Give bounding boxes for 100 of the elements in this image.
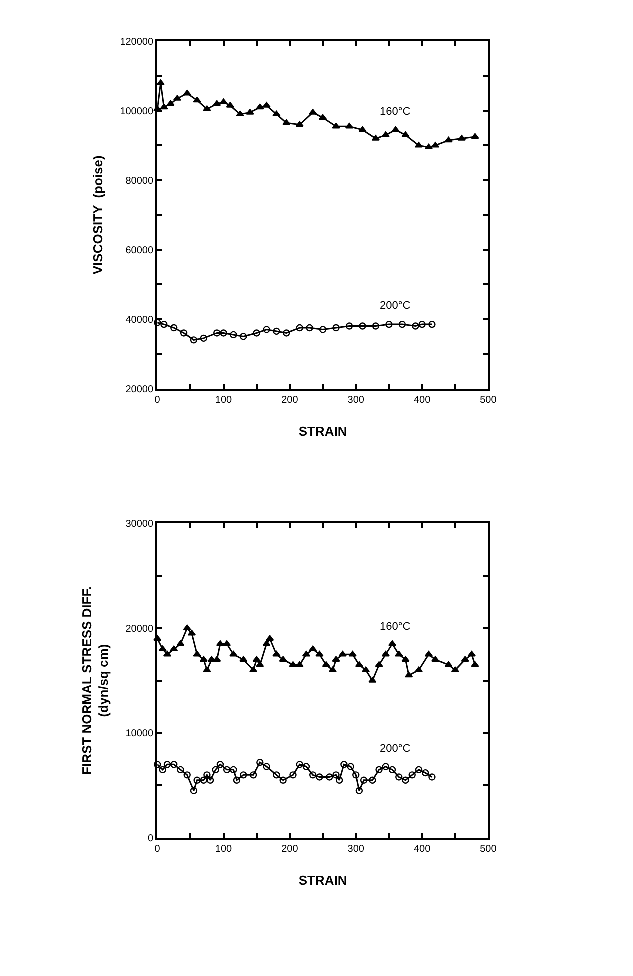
point (395, 651, 404, 657)
point (193, 651, 202, 657)
point (424, 144, 433, 150)
point (468, 651, 476, 657)
point (220, 330, 228, 337)
point (262, 102, 271, 108)
point (176, 640, 185, 646)
point (444, 136, 453, 143)
point (160, 104, 168, 110)
point (190, 787, 198, 794)
point (392, 126, 400, 132)
point (226, 102, 234, 108)
y-axis-title: VISCOSITY (poise) (90, 156, 106, 275)
point (376, 766, 383, 774)
point (154, 761, 162, 768)
point (166, 100, 175, 106)
x-tick-label: 400 (414, 844, 432, 856)
point (170, 324, 178, 332)
x-tick-label: 300 (348, 844, 365, 856)
point (368, 677, 377, 683)
x-tick-label: 200 (282, 844, 299, 856)
point (252, 656, 261, 662)
point (256, 104, 264, 110)
point (230, 331, 238, 339)
series-label: 160°C (380, 621, 411, 633)
y-tick-label: 30000 (126, 519, 154, 530)
point (461, 656, 470, 662)
point (402, 656, 410, 662)
point (408, 772, 416, 779)
point (273, 328, 280, 336)
point (230, 766, 238, 774)
point (396, 774, 403, 781)
point (164, 761, 172, 768)
point (319, 326, 327, 334)
point (309, 109, 318, 115)
x-axis-title: STRAIN (298, 873, 348, 888)
point (422, 769, 430, 777)
point (212, 766, 220, 774)
point (382, 763, 390, 770)
point (356, 787, 364, 794)
point (290, 772, 297, 779)
point (160, 320, 168, 328)
point (280, 776, 287, 784)
point (263, 326, 270, 334)
point (316, 774, 324, 781)
point (336, 776, 344, 784)
point (250, 772, 258, 779)
point (332, 324, 340, 332)
series-label: 200°C (380, 743, 411, 755)
y-tick-label: 120000 (120, 37, 154, 48)
point (375, 661, 384, 668)
point (296, 324, 304, 332)
point (428, 320, 436, 328)
point (203, 666, 212, 672)
point (170, 646, 178, 652)
point (360, 776, 368, 784)
point (398, 320, 406, 328)
point (309, 646, 318, 652)
point (156, 80, 165, 86)
point (183, 624, 192, 630)
point (289, 661, 298, 668)
point (214, 330, 221, 337)
x-tick-label: 400 (414, 394, 432, 406)
x-tick-label: 200 (282, 394, 299, 406)
point (359, 322, 366, 330)
point (204, 772, 211, 779)
x-tick-label: 500 (480, 844, 498, 856)
point (415, 766, 423, 774)
point (200, 334, 208, 342)
point (451, 666, 460, 672)
point (213, 100, 222, 106)
point (418, 320, 426, 328)
point (316, 651, 324, 657)
x-tick-label: 300 (348, 394, 365, 406)
y-tick-label: 40000 (126, 314, 154, 326)
point (402, 776, 410, 784)
point (240, 772, 248, 779)
point (193, 96, 202, 103)
y-axis-title: FIRST NORMAL STRESS DIFF. (dyn/sq cm) (79, 586, 112, 775)
point (358, 126, 367, 132)
point (177, 766, 184, 774)
point (190, 336, 198, 344)
point (206, 776, 214, 784)
y-tick-label: 100000 (120, 106, 154, 118)
point (372, 322, 380, 330)
point (424, 651, 433, 657)
point (402, 132, 410, 138)
point (306, 324, 314, 332)
point (388, 766, 396, 774)
point (302, 763, 310, 770)
point (220, 98, 228, 104)
point (332, 656, 340, 662)
point (240, 333, 248, 340)
point (194, 776, 201, 784)
point (412, 322, 420, 330)
point (332, 123, 340, 129)
point (404, 672, 414, 678)
point (326, 774, 334, 781)
point (386, 320, 393, 328)
point (348, 651, 357, 657)
